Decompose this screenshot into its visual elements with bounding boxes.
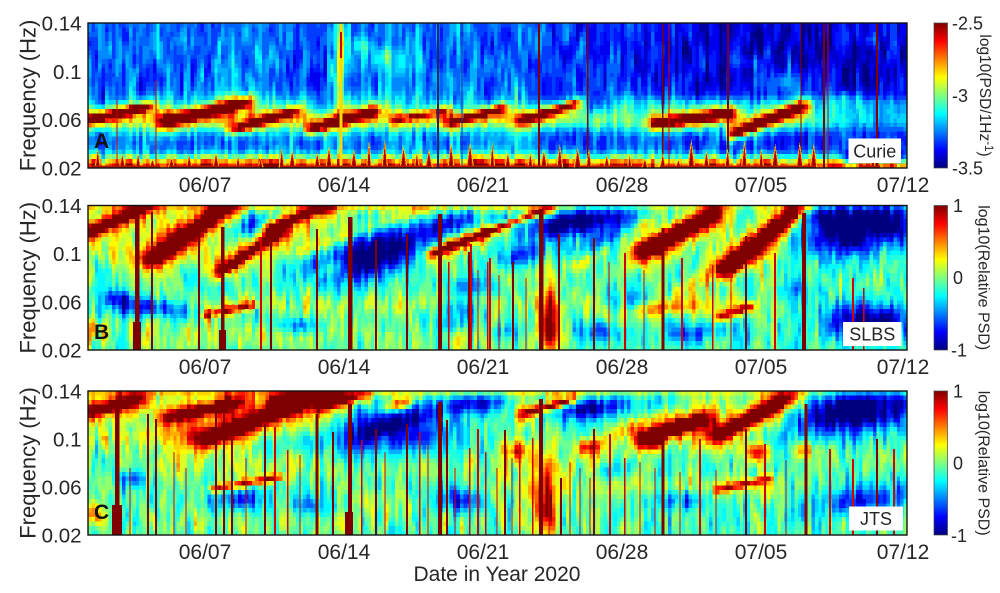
svg-text:07/05: 07/05 xyxy=(735,541,788,564)
svg-text:log10(Relative PSD): log10(Relative PSD) xyxy=(975,205,992,350)
svg-text:C: C xyxy=(94,501,109,524)
svg-text:log10(Relative PSD): log10(Relative PSD) xyxy=(975,391,992,536)
svg-text:Curie: Curie xyxy=(853,141,896,161)
svg-text:-3: -3 xyxy=(952,86,968,106)
svg-text:-1: -1 xyxy=(951,526,967,546)
svg-text:0.06: 0.06 xyxy=(42,477,82,500)
svg-text:SLBS: SLBS xyxy=(849,325,895,345)
svg-text:0.06: 0.06 xyxy=(42,291,82,314)
svg-text:06/28: 06/28 xyxy=(596,174,649,197)
svg-text:07/05: 07/05 xyxy=(735,356,788,379)
svg-text:0.14: 0.14 xyxy=(42,195,82,218)
svg-text:06/21: 06/21 xyxy=(457,541,510,564)
svg-text:07/12: 07/12 xyxy=(877,356,930,379)
svg-text:-1: -1 xyxy=(951,341,967,361)
svg-text:0.14: 0.14 xyxy=(42,381,82,404)
svg-text:1: 1 xyxy=(953,196,963,216)
svg-text:-3.5: -3.5 xyxy=(952,159,983,179)
svg-text:0.14: 0.14 xyxy=(42,13,82,36)
svg-text:0.06: 0.06 xyxy=(42,109,82,132)
svg-text:06/07: 06/07 xyxy=(179,356,232,379)
svg-text:0.1: 0.1 xyxy=(53,243,82,266)
svg-text:1: 1 xyxy=(953,382,963,402)
svg-text:log10(PSD/1Hz-1): log10(PSD/1Hz-1) xyxy=(976,34,994,156)
svg-text:-2.5: -2.5 xyxy=(952,14,983,34)
svg-text:06/07: 06/07 xyxy=(179,174,232,197)
svg-text:06/21: 06/21 xyxy=(457,356,510,379)
svg-text:B: B xyxy=(94,321,109,344)
svg-text:0.1: 0.1 xyxy=(53,429,82,452)
svg-text:0: 0 xyxy=(953,268,963,288)
svg-text:07/12: 07/12 xyxy=(877,174,930,197)
svg-text:07/12: 07/12 xyxy=(877,541,930,564)
svg-text:06/21: 06/21 xyxy=(457,174,510,197)
svg-text:0.02: 0.02 xyxy=(42,340,82,363)
svg-text:06/14: 06/14 xyxy=(318,356,371,379)
svg-text:07/05: 07/05 xyxy=(735,174,788,197)
svg-text:Date in Year 2020: Date in Year 2020 xyxy=(414,563,581,586)
svg-text:Frequency (Hz): Frequency (Hz) xyxy=(16,387,41,539)
svg-text:06/07: 06/07 xyxy=(179,541,232,564)
svg-text:06/28: 06/28 xyxy=(596,541,649,564)
svg-text:06/14: 06/14 xyxy=(318,541,371,564)
svg-text:0.1: 0.1 xyxy=(53,61,82,84)
svg-text:Frequency (Hz): Frequency (Hz) xyxy=(16,20,41,172)
svg-text:A: A xyxy=(94,130,109,153)
svg-text:Frequency (Hz): Frequency (Hz) xyxy=(16,202,41,354)
svg-text:0.02: 0.02 xyxy=(42,525,82,548)
svg-text:06/28: 06/28 xyxy=(596,356,649,379)
svg-text:06/14: 06/14 xyxy=(318,174,371,197)
svg-text:JTS: JTS xyxy=(860,509,892,529)
svg-text:0.02: 0.02 xyxy=(42,158,82,181)
svg-text:0: 0 xyxy=(953,454,963,474)
